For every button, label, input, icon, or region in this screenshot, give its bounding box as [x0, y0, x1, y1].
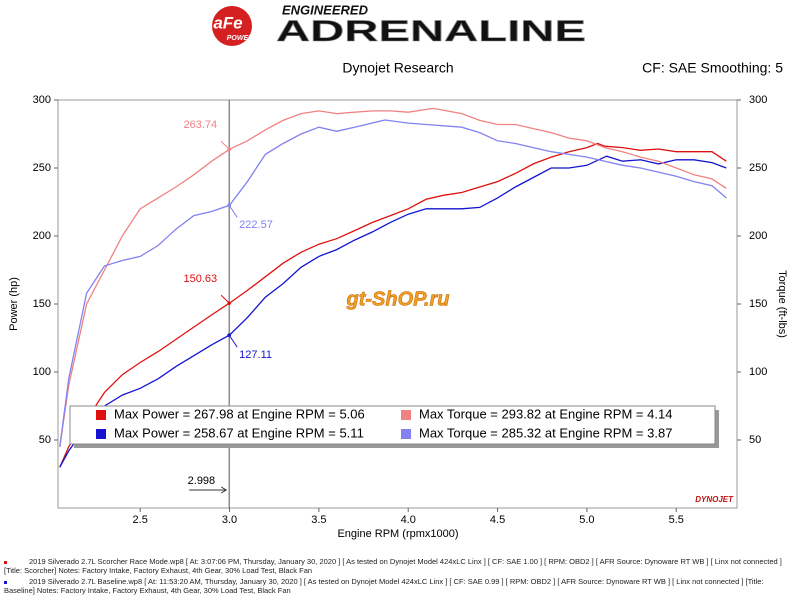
y-tick-label: 300 [33, 94, 51, 106]
x-tick-label: 3.5 [311, 514, 326, 526]
legend-swatch [401, 429, 411, 439]
y2-tick-label: 250 [749, 162, 767, 174]
logo-sub: POWER [227, 35, 253, 42]
footer-text: 2019 Silverado 2.7L Scorcher Race Mode.w… [4, 557, 782, 575]
legend-label: Max Power = 258.67 at Engine RPM = 5.11 [114, 425, 364, 440]
y-tick-label: 200 [33, 230, 51, 242]
legend-label: Max Power = 267.98 at Engine RPM = 5.06 [114, 406, 365, 421]
cursor-label: 127.11 [239, 349, 272, 361]
y2-tick-label: 200 [749, 230, 767, 242]
x-tick-label: 5.5 [669, 514, 684, 526]
y-tick-label: 50 [39, 434, 51, 446]
y-axis-label: Power (hp) [8, 277, 20, 331]
cursor-point [227, 333, 231, 337]
y2-tick-label: 50 [749, 434, 761, 446]
cursor-pointer [228, 205, 238, 218]
y2-tick-label: 300 [749, 94, 767, 106]
legend-label: Max Torque = 293.82 at Engine RPM = 4.14 [419, 406, 672, 421]
series-line [59, 142, 727, 468]
cursor-label: 150.63 [184, 273, 218, 285]
legend-swatch [96, 410, 106, 420]
cursor-pointer [220, 294, 230, 304]
y-tick-label: 150 [33, 298, 51, 310]
logo: aFe [213, 13, 242, 32]
footer-marker [4, 560, 7, 564]
footer-text: 2019 Silverado 2.7L Baseline.wp8 [ At: 1… [4, 577, 764, 595]
legend-swatch [96, 429, 106, 439]
chart-title: Dynojet Research [342, 60, 453, 76]
x-tick-label: 4.5 [490, 514, 505, 526]
cursor-arrow [189, 486, 228, 494]
footer-marker [4, 580, 7, 584]
series-line [59, 155, 727, 468]
cursor-point [227, 203, 231, 208]
watermark: gt-ShOP.ru [346, 288, 450, 310]
cursor-point [227, 301, 231, 305]
cursor-label: 263.74 [184, 119, 218, 131]
x-tick-label: 3.0 [222, 514, 237, 526]
logo-badge [212, 6, 252, 46]
x-tick-label: 2.5 [133, 514, 148, 526]
legend-label: Max Torque = 285.32 at Engine RPM = 3.87 [419, 425, 672, 440]
cursor-point [227, 147, 231, 152]
y-tick-label: 100 [33, 366, 51, 378]
series-line [59, 107, 727, 447]
y-tick-label: 250 [33, 162, 51, 174]
footer-note: 2019 Silverado 2.7L Scorcher Race Mode.w… [4, 557, 794, 575]
x-tick-label: 4.0 [401, 514, 416, 526]
footer-note: 2019 Silverado 2.7L Baseline.wp8 [ At: 1… [4, 577, 794, 595]
x-tick-label: 5.0 [579, 514, 594, 526]
cursor-x-label: 2.998 [188, 475, 216, 487]
legend-box [69, 405, 716, 445]
legend-swatch [401, 410, 411, 420]
cursor-label: 222.57 [239, 219, 273, 231]
x-axis-label: Engine RPM (rpmx1000) [337, 528, 458, 540]
chart-subtitle: CF: SAE Smoothing: 5 [642, 60, 783, 76]
brand-top: ENGINEERED [282, 2, 369, 17]
brand: ADRENALINE [276, 15, 586, 48]
series-line [59, 119, 727, 447]
y2-tick-label: 150 [749, 298, 767, 310]
cursor-pointer [220, 140, 230, 150]
chart: aFe POWER ENGINEERED ADRENALINE Dynojet … [8, 2, 788, 540]
y2-axis-label: Torque (ft-lbs) [776, 270, 788, 338]
cursor-pointer [228, 334, 238, 348]
corner-logo: DYNOJET [695, 495, 734, 504]
y2-tick-label: 100 [749, 366, 767, 378]
